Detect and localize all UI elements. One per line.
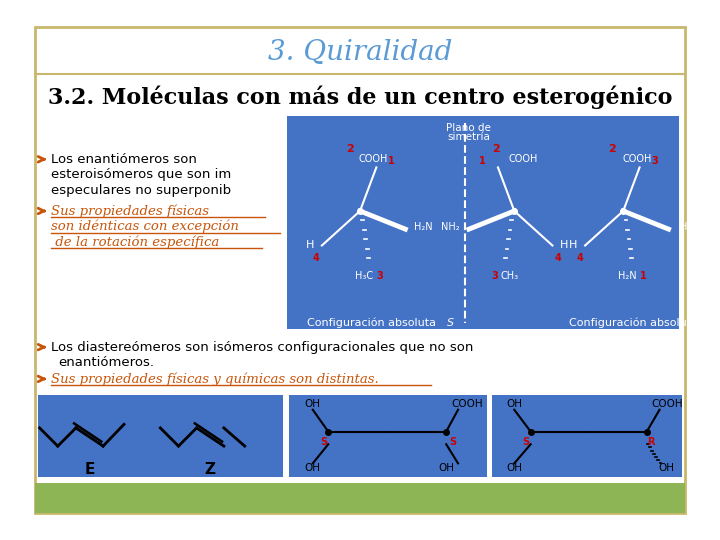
- Text: OH: OH: [659, 463, 675, 473]
- Text: 4: 4: [576, 253, 583, 263]
- Text: H₃C: H₃C: [680, 222, 698, 232]
- Text: especulares no superponib: especulares no superponib: [51, 184, 232, 197]
- Text: son idénticas con excepción: son idénticas con excepción: [51, 220, 239, 233]
- Text: Plano de: Plano de: [446, 123, 491, 132]
- Text: COOH: COOH: [359, 154, 388, 164]
- Text: NH₂: NH₂: [441, 222, 460, 232]
- Text: COOH: COOH: [622, 154, 652, 164]
- Text: E: E: [84, 462, 95, 477]
- Text: 3.2. Moléculas con más de un centro esterogénico: 3.2. Moléculas con más de un centro este…: [48, 86, 672, 109]
- Text: CH₃: CH₃: [500, 272, 519, 281]
- Text: 3: 3: [491, 272, 498, 281]
- Text: OH: OH: [506, 463, 522, 473]
- Text: COOH: COOH: [509, 154, 538, 164]
- Text: Configuración absoluta: Configuración absoluta: [569, 318, 701, 328]
- Bar: [287, 116, 680, 329]
- Text: 4: 4: [554, 253, 562, 263]
- Text: enantiómeros.: enantiómeros.: [58, 356, 155, 369]
- Text: H: H: [306, 240, 314, 251]
- Text: 2: 2: [492, 144, 500, 154]
- Text: S: S: [447, 318, 454, 328]
- Text: Z: Z: [204, 462, 216, 477]
- Bar: [492, 395, 683, 477]
- Text: 1: 1: [479, 156, 486, 166]
- Text: H: H: [569, 240, 577, 251]
- Text: COOH: COOH: [451, 400, 483, 409]
- Text: 2: 2: [608, 144, 616, 154]
- Text: OH: OH: [305, 463, 321, 473]
- Text: S: S: [523, 437, 530, 448]
- Bar: [35, 483, 685, 513]
- Text: COOH: COOH: [651, 400, 683, 409]
- Text: 4: 4: [313, 253, 320, 263]
- Text: simetría: simetría: [447, 132, 490, 143]
- Text: Sus propiedades físicas y químicas son distintas.: Sus propiedades físicas y químicas son d…: [51, 372, 379, 386]
- Text: H₂N: H₂N: [618, 272, 637, 281]
- Text: S: S: [320, 437, 328, 448]
- Text: H₂N: H₂N: [414, 222, 433, 232]
- Bar: [37, 395, 283, 477]
- Text: Sus propiedades físicas: Sus propiedades físicas: [51, 204, 210, 218]
- Text: H₃C: H₃C: [356, 272, 374, 281]
- Text: Configuración absoluta: Configuración absoluta: [307, 318, 440, 328]
- Text: Los enantiómeros son: Los enantiómeros son: [51, 153, 197, 166]
- Text: OH: OH: [438, 463, 454, 473]
- Text: R: R: [708, 318, 716, 328]
- Text: S: S: [449, 437, 456, 448]
- Text: R: R: [647, 437, 655, 448]
- Text: de la rotación específica: de la rotación específica: [51, 235, 220, 248]
- Text: OH: OH: [305, 400, 321, 409]
- Text: 1: 1: [640, 272, 647, 281]
- Text: 3. Quiralidad: 3. Quiralidad: [268, 39, 452, 66]
- Text: 1: 1: [388, 156, 395, 166]
- Text: esteroisómeros que son im: esteroisómeros que son im: [51, 168, 232, 181]
- Text: H: H: [560, 240, 568, 251]
- Text: 3: 3: [652, 156, 658, 166]
- Text: 2: 2: [346, 144, 354, 154]
- Text: OH: OH: [506, 400, 522, 409]
- Text: Los diastereómeros son isómeros configuracionales que no son: Los diastereómeros son isómeros configur…: [51, 341, 474, 354]
- Text: 3: 3: [377, 272, 383, 281]
- Bar: [289, 395, 487, 477]
